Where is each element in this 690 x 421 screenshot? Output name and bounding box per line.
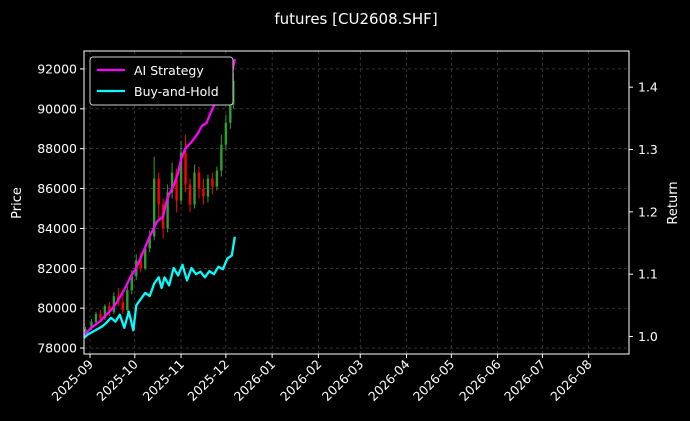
candle-body	[108, 306, 111, 313]
candle-body	[90, 322, 93, 329]
candle-body	[179, 152, 183, 201]
y-right-tick-label: 1.4	[638, 80, 658, 95]
y-tick-label: 82000	[37, 261, 77, 276]
legend-box	[89, 56, 234, 106]
candle-body	[157, 178, 160, 205]
y-tick-label: 78000	[37, 341, 77, 356]
candle-body	[215, 170, 219, 187]
buy-and-hold-line	[83, 236, 236, 339]
y-tick-label: 90000	[37, 101, 77, 116]
candle-body	[94, 314, 98, 323]
legend-label: Buy-and-Hold	[134, 84, 219, 99]
y-axis-left: 78000 80000 82000 84000 86000 88000 90000 92000	[37, 61, 84, 356]
legend-label: AI Strategy	[134, 63, 204, 78]
candle-body	[130, 276, 133, 291]
candle-body	[126, 290, 129, 311]
candle-body	[84, 329, 87, 333]
y-right-tick-label: 1.0	[638, 329, 658, 344]
y-axis-right-label: Return	[666, 181, 681, 224]
y-right-tick-label: 1.3	[638, 142, 658, 157]
candle-body	[103, 306, 107, 319]
y-tick-label: 84000	[37, 221, 77, 236]
y-tick-label: 86000	[37, 181, 77, 196]
y-tick-label: 80000	[37, 301, 77, 316]
y-axis-right: 1.0 1.1 1.2 1.3 1.4	[629, 80, 658, 344]
candle-body	[197, 172, 201, 189]
legend: AI Strategy Buy-and-Hold	[89, 56, 234, 106]
candle-body	[166, 192, 169, 229]
candle-body	[148, 236, 151, 249]
candle-body	[193, 172, 196, 205]
candle-body	[175, 172, 178, 201]
candle-body	[206, 178, 210, 197]
candle-body	[224, 122, 228, 145]
candle-body	[184, 152, 187, 185]
y-right-tick-label: 1.1	[638, 267, 658, 282]
chart-title: futures [CU2608.SHF]	[274, 10, 437, 28]
candle-body	[121, 302, 125, 311]
plot-frame	[83, 50, 630, 355]
candle-body	[170, 172, 174, 193]
y-axis-label: Price	[10, 187, 25, 219]
candle-body	[220, 144, 223, 171]
candle-body	[188, 184, 192, 205]
y-right-tick-label: 1.2	[638, 204, 658, 219]
candle-body	[144, 248, 147, 269]
y-tick-label: 92000	[37, 61, 77, 76]
candle-body	[211, 178, 214, 187]
candle-body	[139, 260, 142, 269]
y-tick-label: 88000	[37, 141, 77, 156]
candle-body	[229, 104, 232, 123]
candle-body	[202, 188, 205, 197]
candle-body	[112, 296, 116, 313]
candle-body	[152, 178, 156, 237]
candle-body	[99, 314, 102, 319]
